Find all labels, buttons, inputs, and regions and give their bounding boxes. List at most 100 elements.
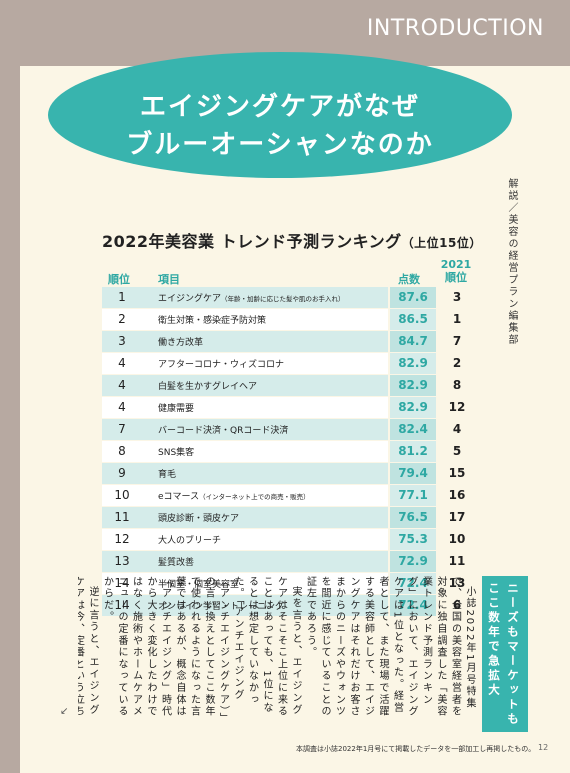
body-paragraph: 小誌2022年1月号特集で、全国の美容室経営者を対象に独自調査した「美容業トレン… (304, 576, 476, 718)
item-name: 健康需要 (158, 404, 195, 414)
score-cell-background (390, 353, 436, 374)
column-header-prev-rank: 2021 順位 (436, 258, 476, 284)
score-cell: 81.2 (398, 444, 428, 458)
score-cell-background (390, 309, 436, 330)
item-name: エイジングケア (158, 294, 222, 304)
item-cell: 働き方改革 (158, 335, 203, 348)
table-title-note: （上位15位） (401, 236, 482, 250)
table-row: 10 eコマース（インターネット上での商売・販売） 77.1 16 (102, 485, 476, 506)
score-cell-background (390, 507, 436, 528)
item-cell: 育毛 (158, 467, 176, 480)
item-cell: 白髪を生かすグレイヘア (158, 379, 257, 392)
table-row: 14 オンライン学習・トレーニング 72.4 6 (102, 595, 476, 616)
headline-line-2: ブルーオーシャンなのか (126, 130, 434, 160)
prev-rank-cell: 16 (448, 488, 466, 502)
table-row: 9 育毛 79.4 15 (102, 463, 476, 484)
prev-rank-cell: 10 (448, 532, 466, 546)
score-cell-background (390, 529, 436, 550)
item-cell: 衛生対策・感染症予防対策 (158, 313, 266, 326)
prev-rank-cell: 15 (448, 466, 466, 480)
score-cell: 72.9 (398, 554, 428, 568)
item-name: 働き方改革 (158, 338, 204, 348)
item-cell: eコマース（インターネット上での商売・販売） (158, 489, 310, 502)
item-name: eコマース (158, 492, 200, 502)
item-name: SNS集客 (158, 448, 195, 458)
ranking-table: 1 エイジングケア（年齢・加齢に応じた髪や肌のお手入れ） 87.6 3 2 衛生対策・感染… (102, 287, 476, 617)
prev-rank-cell: 6 (452, 598, 462, 612)
item-name: 頭皮診断・頭皮ケア (158, 514, 240, 524)
row-background (102, 441, 388, 462)
row-background (102, 551, 388, 572)
score-cell: 86.5 (398, 312, 428, 326)
prev-rank-cell: 3 (452, 290, 462, 304)
rank-cell: 14 (114, 576, 130, 590)
row-background (102, 331, 388, 352)
body-paragraph: 実を言うと、エイジングケアはそこそこ上位に来ることはあっても、1位になるとは想定… (101, 576, 302, 720)
score-cell-background (390, 331, 436, 352)
rank-cell: 4 (118, 378, 126, 392)
item-name: 育毛 (158, 470, 177, 480)
rank-cell: 10 (114, 488, 130, 502)
score-cell: 82.9 (398, 356, 428, 370)
prev-rank-cell: 12 (448, 400, 466, 414)
score-cell-background (390, 551, 436, 572)
prev-rank-cell: 1 (452, 312, 462, 326)
rank-cell: 1 (118, 290, 126, 304)
column-header-prev-year: 2021 (440, 258, 472, 271)
score-cell: 72.4 (398, 598, 428, 612)
table-row: 14 半個室・個室美容室 72.4 13 (102, 573, 476, 594)
row-background (102, 507, 388, 528)
column-header-score: 点数 (398, 273, 420, 286)
score-cell-background (390, 419, 436, 440)
row-background (102, 353, 388, 374)
row-background (102, 309, 388, 330)
footnote: 本調査は小誌2022年1月号にて掲載したデータを一部加工し再掲したもの。 (296, 745, 536, 753)
table-row: 12 大人のブリーチ 75.3 10 (102, 529, 476, 550)
item-name: 大人のブリーチ (158, 536, 222, 546)
item-cell: 髪質改善 (158, 555, 194, 568)
prev-rank-cell: 2 (452, 356, 462, 370)
table-title-main: 2022年美容業 トレンド予測ランキング (102, 232, 402, 251)
prev-rank-cell: 4 (452, 422, 462, 436)
row-background (102, 485, 388, 506)
score-cell: 75.3 (398, 532, 428, 546)
rank-cell: 9 (118, 466, 126, 480)
rank-cell: 12 (114, 532, 130, 546)
row-background (102, 419, 388, 440)
item-name: 半個室・個室美容室 (158, 580, 240, 590)
table-row: 11 頭皮診断・頭皮ケア 76.5 17 (102, 507, 476, 528)
item-name: 白髪を生かすグレイヘア (158, 382, 258, 392)
continue-arrow-icon: ↙ (60, 706, 69, 717)
score-cell-background (390, 375, 436, 396)
row-background (102, 595, 388, 616)
headline-oval (48, 52, 512, 178)
table-row: 13 髪質改善 72.9 11 (102, 551, 476, 572)
score-cell: 76.5 (398, 510, 428, 524)
prev-rank-cell: 17 (448, 510, 466, 524)
rank-cell: 7 (118, 422, 126, 436)
score-cell-background (390, 441, 436, 462)
score-cell: 82.4 (398, 422, 428, 436)
score-cell-background (390, 287, 436, 308)
prev-rank-cell: 5 (452, 444, 462, 458)
body-paragraph: 逆に言うと、エイジングケアは今、定番という立ち位置を超え、改めて見直されていると… (78, 576, 98, 718)
row-background (102, 463, 388, 484)
table-title: 2022年美容業 トレンド予測ランキング（上位15位） (102, 228, 482, 252)
item-cell: オンライン学習・トレーニング (158, 599, 284, 612)
column-header-rank: 順位 (108, 273, 130, 286)
rank-cell: 13 (114, 554, 130, 568)
sidebar-box (482, 576, 528, 732)
prev-rank-cell: 8 (452, 378, 462, 392)
table-row: 4 健康需要 82.9 12 (102, 397, 476, 418)
author-credit: 解説／美容の経営プラン編集部 (506, 178, 517, 346)
table-row: 7 バーコード決済・QRコード決済 82.4 4 (102, 419, 476, 440)
score-cell: 87.6 (398, 290, 428, 304)
score-cell: 77.1 (398, 488, 428, 502)
score-cell-background (390, 463, 436, 484)
item-cell: エイジングケア（年齢・加齢に応じた髪や肌のお手入れ） (158, 291, 345, 304)
row-background (102, 287, 388, 308)
item-name: 髪質改善 (158, 558, 195, 568)
item-name: オンライン学習・トレーニング (158, 602, 285, 612)
section-label: INTRODUCTION (366, 16, 544, 41)
